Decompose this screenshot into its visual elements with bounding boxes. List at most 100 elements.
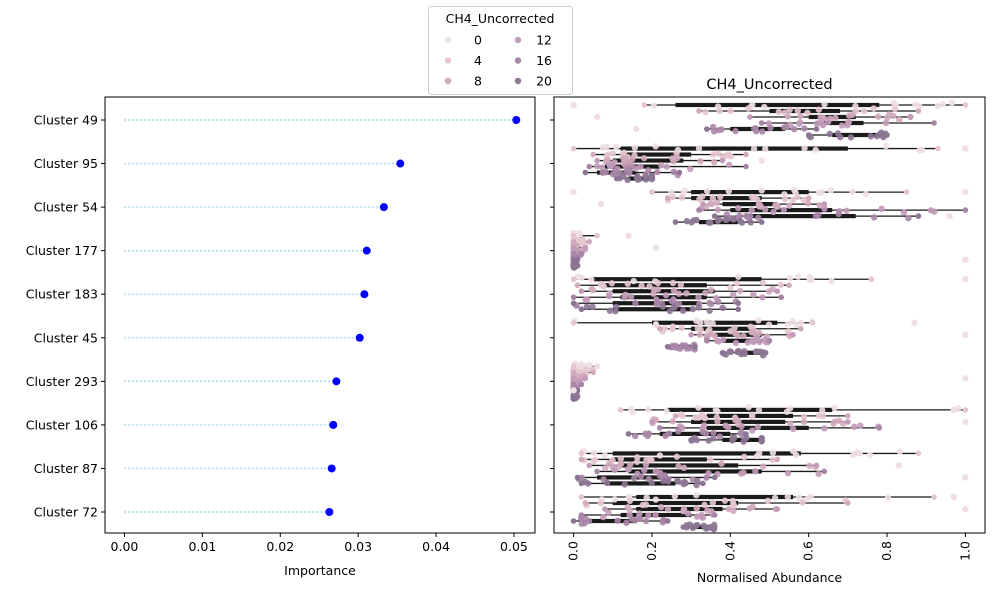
abundance-point [656,452,664,459]
abundance-point [786,106,793,114]
abundance-point [735,273,742,280]
abundance-point [821,201,828,207]
abundance-box [628,469,762,474]
abundance-point [716,216,723,223]
abundance-point [719,336,727,343]
abundance-point [675,428,682,435]
abundance-outlier [962,418,969,426]
abundance-point [642,517,650,525]
abundance-outlier [570,188,577,196]
abundance-point [905,214,912,222]
abundance-box [612,307,692,312]
abundance-point [714,206,722,213]
abundance-point [784,469,792,477]
abundance-point [759,128,766,135]
abundance-point [756,338,763,346]
abundance-point [680,464,688,472]
importance-points [325,116,521,516]
abundance-point [656,425,663,431]
abundance-point [849,188,856,195]
abundance-point [575,273,582,281]
abundance-outlier [856,450,863,457]
abundance-point [819,121,826,128]
abundance-point [890,99,898,107]
abundance-point [755,317,762,324]
legend-label: 0 [474,33,482,48]
abundance-point [786,274,794,282]
abundance-point [873,132,881,140]
abundance-point [756,203,763,210]
abundance-point [730,291,737,298]
abundance-point [669,343,677,351]
abundance-point [745,105,752,112]
abundance-point [679,307,687,314]
abundance-point [907,114,914,120]
abundance-point [890,112,897,120]
abundance-point [748,329,755,336]
abundance-point [703,474,710,481]
abundance-point [637,473,645,480]
importance-stems [124,119,517,513]
abundance-point [719,349,726,356]
abundance-point [748,207,755,214]
abundance-point [755,214,762,221]
abundance-point [852,102,859,110]
abundance-point [692,414,699,421]
abundance-point [800,418,808,425]
abundance-point [774,506,781,512]
abundance-point [674,154,681,162]
abundance-point [843,207,850,215]
legend-frame [428,6,573,95]
importance-x-axis-label: Importance [284,563,356,578]
abundance-point [769,456,776,464]
abundance-point [612,167,619,174]
abundance-point [664,518,671,524]
abundance-point [815,106,823,113]
abundance-point [578,381,585,388]
abundance-point [801,145,808,152]
legend-marker [444,77,452,85]
abundance-point [652,496,660,503]
abundance-point [688,437,694,443]
abundance-point [578,450,585,457]
abundance-point [671,304,678,311]
abundance-point [606,307,614,314]
legend-label: 20 [536,74,552,89]
abundance-point [633,458,641,466]
abundance-point [623,168,630,175]
abundance-point [588,285,595,293]
abundance-point [754,423,762,431]
abundance-outlier [758,157,765,164]
abundance-point [706,307,713,314]
abundance-point [797,119,804,126]
abundance-point [746,505,753,512]
legend-marker [514,36,522,44]
abundance-point [606,460,613,467]
abundance-point [805,195,812,201]
abundance-point [701,501,708,509]
abundance-point [579,236,587,244]
abundance-point [876,425,883,431]
abundance-point [935,145,941,152]
abundance-point [681,187,689,194]
abundance-outlier [593,113,601,121]
abundance-box [691,190,809,195]
abundance-point [805,132,812,138]
abundance-point [767,124,774,132]
abundance-point [764,497,772,505]
abundance-point [704,507,711,514]
abundance-point [700,480,706,487]
importance-y-tick-label: Cluster 49 [34,113,98,128]
abundance-point [654,168,661,176]
abundance-point [666,307,674,315]
abundance-point [695,304,702,311]
importance-y-tick-label: Cluster 87 [34,461,98,476]
abundance-point [790,331,796,338]
abundance-point [870,105,877,112]
abundance-point [640,154,648,162]
abundance-point [849,452,857,459]
abundance-point [632,432,639,440]
abundance-point [868,276,875,283]
abundance-box [659,431,731,436]
